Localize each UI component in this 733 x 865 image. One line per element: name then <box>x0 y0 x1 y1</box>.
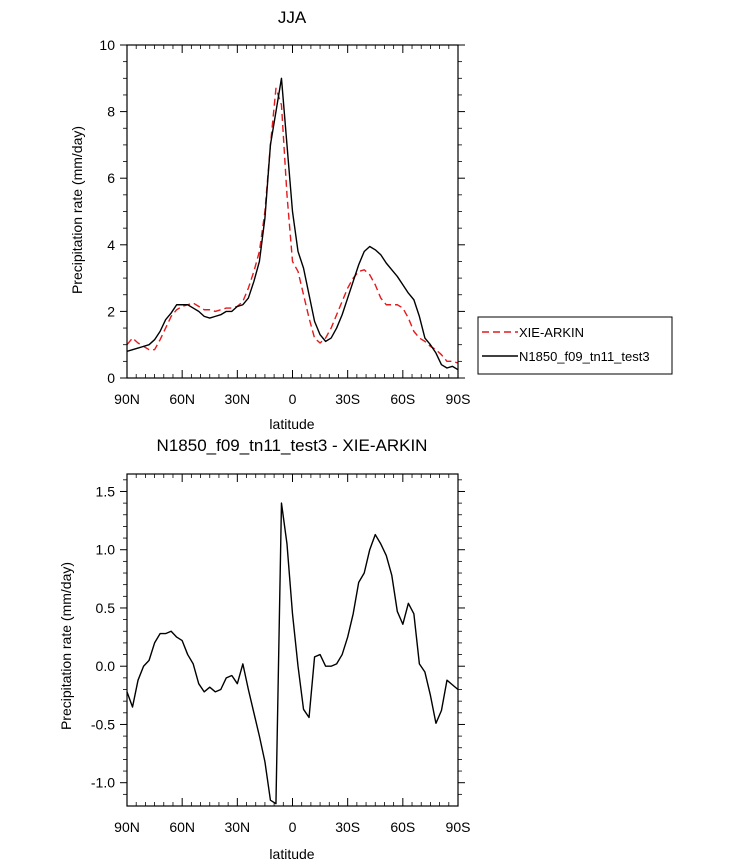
x-tick-label-bottom: 30S <box>335 819 360 835</box>
legend-box <box>477 316 673 375</box>
y-tick-label-bottom: -0.5 <box>91 716 115 732</box>
y-tick-label-bottom: -1.0 <box>91 775 115 791</box>
chart-title-bottom: N1850_f09_tn11_test3 - XIE-ARKIN <box>157 436 428 455</box>
y-tick-label-top: 4 <box>107 237 115 253</box>
x-tick-label-top: 90N <box>114 391 140 407</box>
y-tick-label-top: 2 <box>107 303 115 319</box>
x-axis-label-top: latitude <box>269 416 314 432</box>
x-tick-label-top: 0 <box>289 391 297 407</box>
series-line-top-0 <box>126 87 459 364</box>
x-tick-label-bottom: 30N <box>224 819 250 835</box>
x-axis-label-bottom: latitude <box>269 846 314 862</box>
y-tick-label-bottom: 1.0 <box>96 542 116 558</box>
series-line-top-1 <box>126 77 459 371</box>
x-tick-label-bottom: 60N <box>169 819 195 835</box>
y-tick-label-top: 0 <box>107 370 115 386</box>
x-tick-label-bottom: 0 <box>289 819 297 835</box>
y-tick-label-bottom: 1.5 <box>96 483 116 499</box>
plot-area-bottom: 90N 60N 30N 0 30S 60S 90S -1.0 -0.5 0.0 0.5 1.0 1.5 <box>91 473 471 835</box>
y-axis-label-bottom: Precipitation rate (mm/day) <box>58 562 74 730</box>
x-tick-label-top: 30S <box>335 391 360 407</box>
legend-label-model: N1850_f09_tn11_test3 <box>519 349 650 364</box>
y-tick-label-bottom: 0.0 <box>96 658 116 674</box>
chart-title-top: JJA <box>278 8 307 27</box>
y-tick-label-bottom: 0.5 <box>96 600 116 616</box>
x-tick-label-top: 30N <box>224 391 250 407</box>
legend-label-xie-arkin: XIE-ARKIN <box>519 325 584 340</box>
x-tick-label-top: 60N <box>169 391 195 407</box>
x-tick-label-bottom: 60S <box>390 819 415 835</box>
y-tick-label-top: 6 <box>107 170 115 186</box>
legend: XIE-ARKIN N1850_f09_tn11_test3 <box>477 316 673 375</box>
x-tick-label-top: 90S <box>446 391 471 407</box>
y-axis-label-top: Precipitation rate (mm/day) <box>69 126 85 294</box>
series-line-bottom-0 <box>126 502 459 805</box>
y-tick-label-top: 8 <box>107 104 115 120</box>
x-tick-label-bottom: 90N <box>114 819 140 835</box>
plot-frame-bottom <box>126 473 459 807</box>
x-tick-label-top: 60S <box>390 391 415 407</box>
plot-area-top: 90N 60N 30N 0 30S 60S 90S 0 2 4 6 8 10 <box>99 37 470 407</box>
y-tick-label-top: 10 <box>99 37 115 53</box>
x-tick-label-bottom: 90S <box>446 819 471 835</box>
